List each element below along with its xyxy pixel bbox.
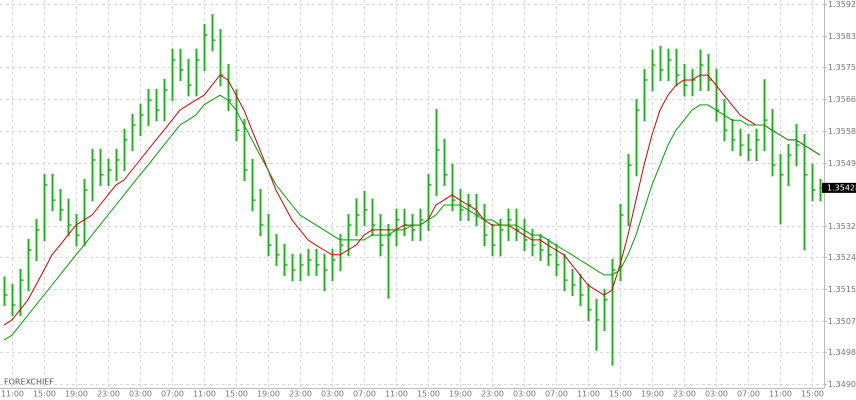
x-tick-label: 19:00 [641, 390, 664, 399]
x-tick-label: 19:00 [65, 390, 88, 399]
y-tick-label: 1.35496 [828, 159, 856, 168]
x-tick-label: 03:00 [321, 390, 344, 399]
y-tick-label: 1.35156 [828, 285, 856, 294]
x-tick-label: 23:00 [97, 390, 120, 399]
x-tick-label: 11:00 [1, 390, 24, 399]
x-tick-label: 23:00 [289, 390, 312, 399]
x-tick-label: 11:00 [577, 390, 600, 399]
x-tick-label: 15:00 [609, 390, 632, 399]
x-tick-label: 15:00 [225, 390, 248, 399]
x-tick-label: 11:00 [193, 390, 216, 399]
last-price-label: 1.35428 [827, 183, 856, 192]
x-tick-label: 15:00 [417, 390, 440, 399]
x-tick-label: 23:00 [673, 390, 696, 399]
y-tick-label: 1.35326 [828, 222, 856, 231]
y-tick-label: 1.35837 [828, 32, 856, 41]
x-tick-label: 23:00 [481, 390, 504, 399]
y-tick-label: 1.34986 [828, 348, 856, 357]
y-tick-label: 1.35667 [828, 95, 856, 104]
moving-average-line [3, 94, 821, 341]
watermark: FOREXCHIEF [4, 378, 54, 387]
y-tick-label: 1.35752 [828, 63, 856, 72]
x-tick-label: 03:00 [513, 390, 536, 399]
y-tick-label: 1.35582 [828, 127, 856, 136]
x-tick-label: 07:00 [737, 390, 760, 399]
x-tick-label: 15:00 [33, 390, 56, 399]
x-tick-label: 03:00 [705, 390, 728, 399]
x-tick-label: 15:00 [801, 390, 824, 399]
x-tick-label: 19:00 [257, 390, 280, 399]
x-tick-label: 07:00 [161, 390, 184, 399]
x-tick-label: 19:00 [449, 390, 472, 399]
last-price-box [822, 182, 856, 193]
x-tick-label: 11:00 [769, 390, 792, 399]
x-tick-label: 11:00 [385, 390, 408, 399]
x-tick-label: 07:00 [353, 390, 376, 399]
x-tick-label: 03:00 [129, 390, 152, 399]
x-tick-label: 07:00 [545, 390, 568, 399]
y-tick-label: 1.35922 [828, 0, 856, 9]
